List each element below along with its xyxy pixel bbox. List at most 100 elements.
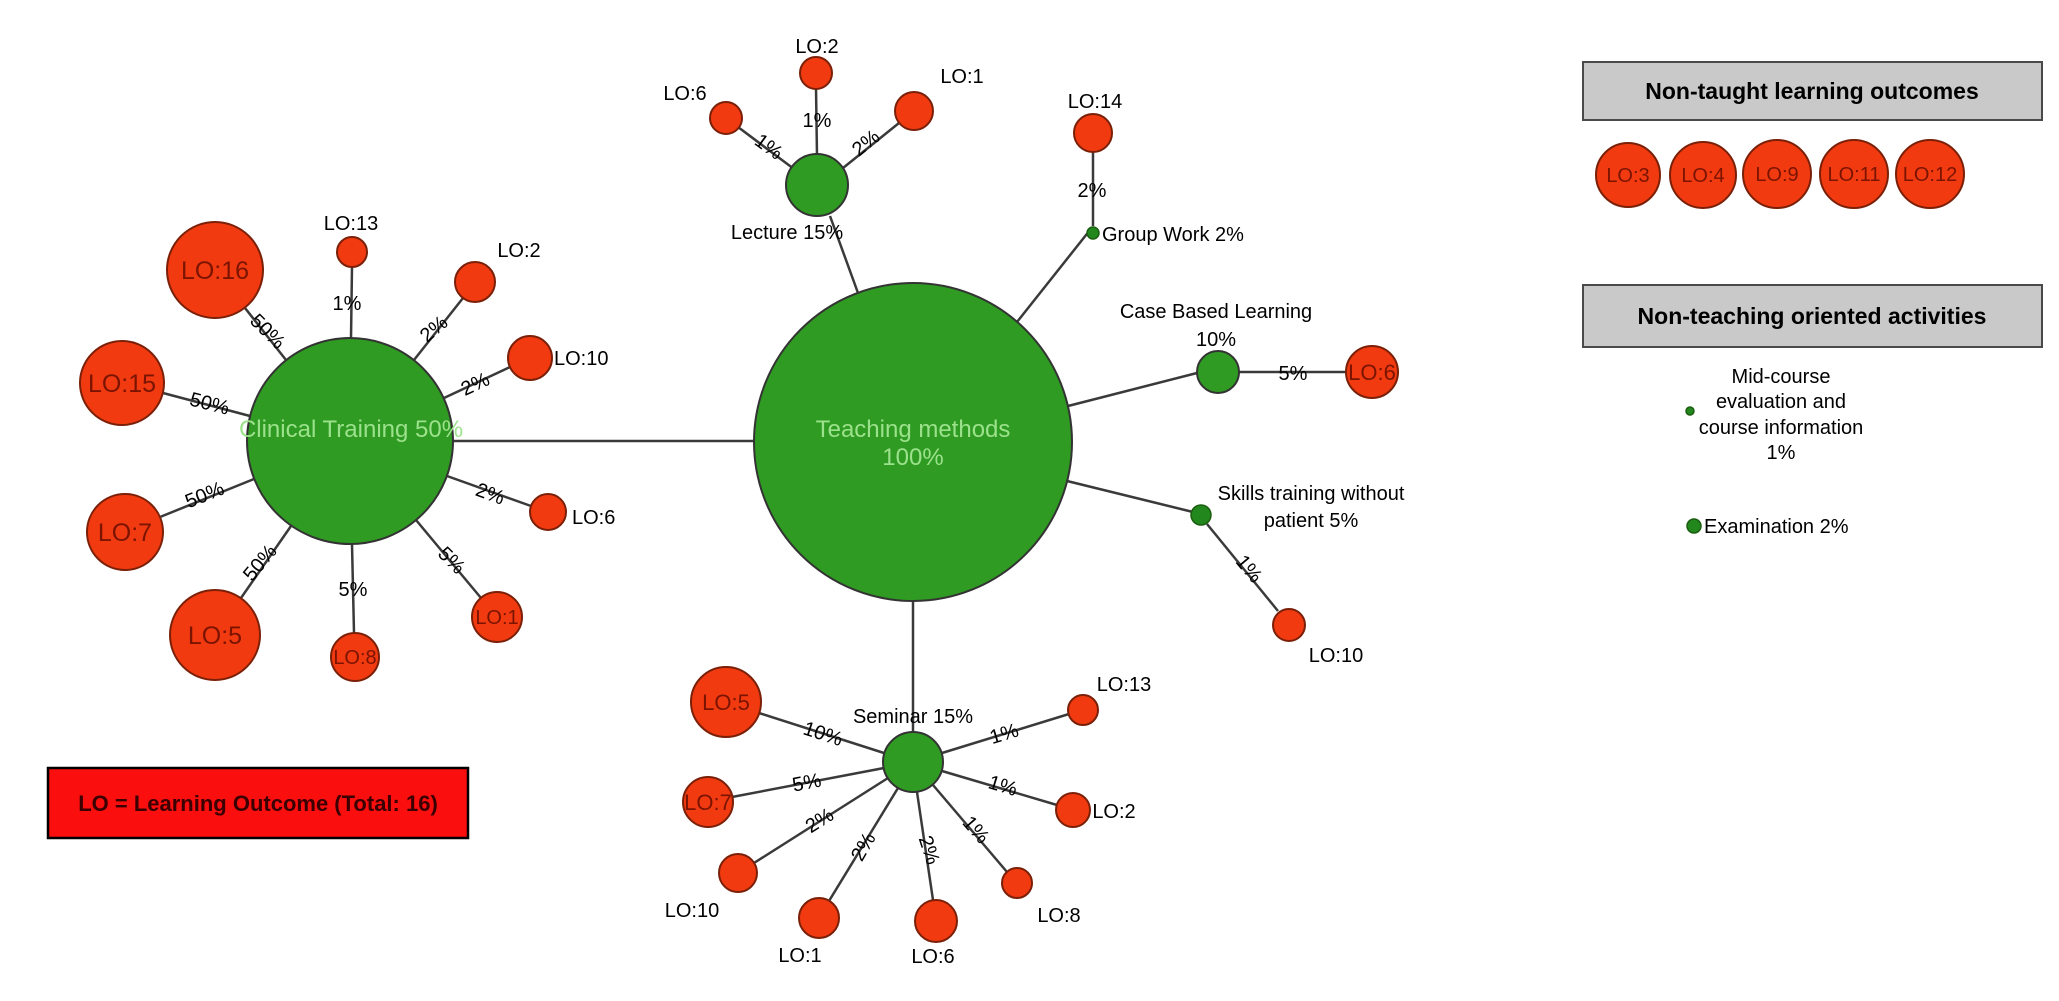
node-clinical-lo8 [330,632,380,682]
seminar-lo8-pct: 1% [958,812,994,848]
edge-clinical-lo1 [415,519,482,599]
clinical-lo10-pct: 2% [458,368,494,400]
edge-skills-lo10 [1206,523,1279,612]
node-lecture-lo6 [709,101,743,135]
edge-seminar-lo13 [941,712,1070,755]
legend-non-taught-box [1582,61,2043,121]
node-seminar-lo13 [1067,694,1099,726]
node-seminar-lo1 [798,897,840,939]
clinical-lo7-pct: 50% [182,478,228,513]
node-case-based [1196,350,1240,394]
skills-label-1: Skills training without [1218,483,1405,505]
legend-lo12-label: LO:12 [1903,164,1957,186]
clinical-lo7-label: LO:7 [98,519,152,547]
lecture-label: Lecture 15% [731,222,844,244]
edge-center-skills [1066,479,1194,514]
node-seminar [882,731,944,793]
clinical-lo6-label: LO:6 [572,507,615,529]
seminar-lo6-pct: 2% [914,833,944,867]
cluster-skills-training: Skills training without patient 5% LO:10… [1190,483,1405,667]
seminar-lo2-pct: 1% [986,772,1020,802]
clinical-lo13-label: LO:13 [324,213,378,235]
examination-dot [1686,518,1702,534]
edge-clinical-lo13 [349,266,354,339]
skills-lo10-pct: 1% [1231,551,1267,587]
seminar-lo7-pct: 5% [791,770,824,797]
seminar-lo6-label: LO:6 [911,946,954,968]
node-skills-training [1190,504,1212,526]
cluster-clinical-training: Clinical Training 50% LO:16 LO:13 LO:2 L… [79,213,615,682]
node-group-work [1086,226,1100,240]
clinical-lo13-pct: 1% [333,293,362,315]
group-work-label: Group Work 2% [1102,224,1244,246]
node-clinical-lo15 [79,340,165,426]
seminar-label: Seminar 15% [853,706,973,728]
lecture-lo6-label: LO:6 [663,83,706,105]
edge-center-casebased [1067,371,1198,408]
seminar-lo13-label: LO:13 [1097,674,1151,696]
seminar-lo10-pct: 2% [802,804,838,838]
seminar-lo1-pct: 2% [847,829,881,865]
edge-seminar-lo1 [827,787,900,902]
node-clinical-lo1 [471,591,523,643]
legend-non-taught: Non-taught learning outcomes LO:3 LO:4 L… [1582,61,2043,209]
clinical-lo10-label: LO:10 [554,348,608,370]
lecture-lo1-label: LO:1 [940,66,983,88]
edge-center-groupwork [1016,229,1091,323]
clinical-lo6-pct: 2% [473,479,508,510]
edge-seminar-lo10 [753,776,889,865]
node-lecture-lo1 [894,91,934,131]
node-lecture-lo2 [799,56,833,90]
node-legend-lo9 [1742,139,1812,209]
node-seminar-lo7 [682,776,734,828]
lecture-lo1-pct: 2% [848,126,884,161]
skills-label-2: patient 5% [1264,510,1359,532]
node-seminar-lo5 [690,666,762,738]
seminar-lo8-label: LO:8 [1037,905,1080,927]
legend-non-teaching: Non-teaching oriented activities Mid-cou… [1582,284,2043,538]
node-legend-lo11 [1819,139,1889,209]
edge-clinical-lo8 [350,543,356,634]
clinical-lo15-label: LO:15 [88,370,156,398]
edge-clinical-lo5 [239,525,293,599]
clinical-lo16-label: LO:16 [181,257,249,285]
edge-lecture-lo6 [737,126,795,170]
seminar-lo13-pct: 1% [987,719,1021,749]
teaching-methods-circle [753,282,1073,602]
cluster-case-based: Case Based Learning 10% LO:6 5% [1120,301,1399,399]
seminar-lo2-label: LO:2 [1092,801,1135,823]
legend-lo11-label: LO:11 [1828,164,1881,186]
mid-course-label-2: evaluation and [1716,391,1846,413]
edge-center-lecture [828,215,860,294]
legend-lo4-label: LO:4 [1681,165,1724,187]
node-teaching-methods: Teaching methods 100% [753,282,1073,602]
lecture-lo2-label: LO:2 [795,36,838,58]
node-lecture [785,153,849,217]
node-clinical-lo7 [86,493,164,571]
node-seminar-lo8 [1001,867,1033,899]
seminar-lo1-label: LO:1 [778,945,821,967]
edge-seminar-lo2 [941,769,1058,807]
edge-seminar-lo5 [758,711,885,755]
clinical-lo8-pct: 5% [339,579,368,601]
edge-lecture-lo2 [814,87,819,157]
edge-seminar-lo6 [915,791,935,901]
cluster-lecture: Lecture 15% LO:6 LO:2 LO:1 1% 1% 2% [663,36,983,244]
clinical-training-label: Clinical Training 50% [239,416,463,443]
clinical-lo1-label: LO:1 [475,607,518,629]
node-groupwork-lo14 [1073,113,1113,153]
skills-lo10-label: LO:10 [1309,645,1363,667]
note-box-rect [46,766,470,840]
node-casebased-lo6 [1345,345,1399,399]
groupwork-lo14-label: LO:14 [1068,91,1122,113]
casebased-lo6-pct: 5% [1279,363,1308,385]
teaching-methods-label-2: 100% [882,444,943,471]
node-clinical-lo6 [529,493,567,531]
groupwork-lo14-pct: 2% [1078,180,1107,202]
edge-clinical-lo15 [162,391,251,418]
mid-course-label-3: course information [1699,417,1864,439]
node-clinical-lo16 [166,221,264,319]
clinical-lo5-label: LO:5 [188,622,242,650]
edge-clinical-lo7 [159,477,255,519]
